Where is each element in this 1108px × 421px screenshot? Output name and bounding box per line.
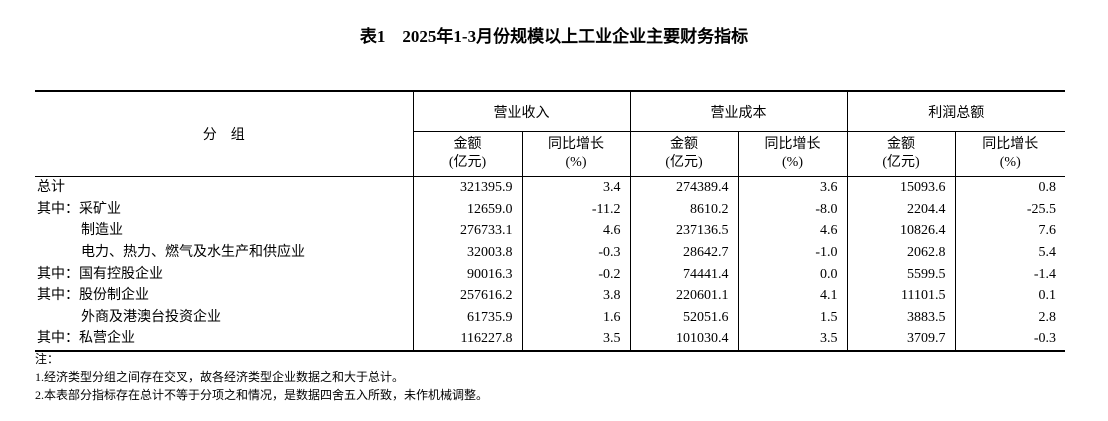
cell-value: 4.6 xyxy=(521,220,630,242)
cell-value: 8610.2 xyxy=(629,198,738,221)
cell-value: 52051.6 xyxy=(629,306,738,329)
column-label: 同比增长 xyxy=(764,137,821,152)
cell-value: 1.6 xyxy=(521,306,630,329)
row-label: 外商及港澳台投资企业 xyxy=(81,309,221,325)
cell-value: 74441.4 xyxy=(629,263,738,285)
column-unit: (亿元) xyxy=(665,155,703,170)
row-label: 总计 xyxy=(37,180,65,196)
table-row: 外商及港澳台投资企业 61735.9 1.6 52051.6 1.5 3883.5 2.8 xyxy=(35,306,1065,329)
row-label: 其中：股份制企业 xyxy=(37,288,149,304)
cell-value: -11.2 xyxy=(521,198,630,221)
cell-value: 3.4 xyxy=(521,176,630,199)
cell-value: 101030.4 xyxy=(629,328,738,352)
cell-value: 4.6 xyxy=(737,220,847,242)
note: 1.经济类型分组之间存在交叉，故各经济类型企业数据之和大于总计。 xyxy=(35,370,405,384)
row-label: 其中：采矿业 xyxy=(37,201,121,217)
column-group: 利润总额 xyxy=(846,90,1065,132)
cell-value: 220601.1 xyxy=(629,284,738,307)
column-header: 同比增长 (%) xyxy=(521,131,630,177)
column-header: 金额 (亿元) xyxy=(412,131,522,177)
cell-value: 274389.4 xyxy=(629,176,738,199)
cell-value: -0.3 xyxy=(521,241,630,264)
column-label: 金额 xyxy=(887,137,915,152)
cell-value: 0.1 xyxy=(954,284,1065,307)
cell-value: 7.6 xyxy=(954,220,1065,242)
table-row: 电力、热力、燃气及水生产和供应业 32003.8 -0.3 28642.7 -1.0 20… xyxy=(35,241,1065,264)
cell-value: 1.5 xyxy=(737,306,847,329)
cell-value: 10826.4 xyxy=(846,220,955,242)
cell-value: 28642.7 xyxy=(629,241,738,264)
column-header: 同比增长 (%) xyxy=(954,131,1065,177)
table-row: 其中：采矿业 12659.0 -11.2 8610.2 -8.0 2204.4 -25.5 xyxy=(35,198,1065,221)
cell-value: 3883.5 xyxy=(846,306,955,329)
table-title: 表1 2025年1-3月份规模以上工业企业主要财务指标 xyxy=(359,27,749,46)
cell-value: 276733.1 xyxy=(412,220,522,242)
cell-value: 237136.5 xyxy=(629,220,738,242)
table-row: 其中：国有控股企业 90016.3 -0.2 74441.4 0.0 5599.5 -1.4 xyxy=(35,263,1065,285)
cell-value: -1.4 xyxy=(954,263,1065,285)
cell-value: 15093.6 xyxy=(846,176,955,199)
column-unit: (%) xyxy=(999,155,1021,170)
cell-value: -8.0 xyxy=(737,198,847,221)
column-header: 金额 (亿元) xyxy=(846,131,955,177)
notes: 注： 1.经济类型分组之间存在交叉，故各经济类型企业数据之和大于总计。 2.本表… xyxy=(35,350,488,404)
cell-value: 3.5 xyxy=(737,328,847,352)
cell-value: 2.8 xyxy=(954,306,1065,329)
cell-value: 4.1 xyxy=(737,284,847,307)
column-label: 金额 xyxy=(670,137,698,152)
note-heading: 注： xyxy=(35,352,60,366)
cell-value: 321395.9 xyxy=(412,176,522,199)
cell-value: 11101.5 xyxy=(846,284,955,307)
column-unit: (亿元) xyxy=(448,155,487,170)
cell-value: 12659.0 xyxy=(412,198,522,221)
cell-value: 5599.5 xyxy=(846,263,955,285)
cell-value: 90016.3 xyxy=(412,263,522,285)
column-group: 营业收入 xyxy=(412,90,630,132)
column-header: 同比增长 (%) xyxy=(737,131,847,177)
cell-value: -1.0 xyxy=(737,241,847,264)
cell-value: 3.5 xyxy=(521,328,630,352)
cell-value: 3709.7 xyxy=(846,328,955,352)
column-unit: (%) xyxy=(565,155,587,170)
cell-value: -25.5 xyxy=(954,198,1065,221)
table-row: 总计 321395.9 3.4 274389.4 3.6 15093.6 0.8 xyxy=(35,176,1065,199)
note: 2.本表部分指标存在总计不等于分项之和情况，是数据四舍五入所致，未作机械调整。 xyxy=(35,388,489,402)
column-label: 金额 xyxy=(453,137,482,152)
column-header: 金额 (亿元) xyxy=(629,131,738,177)
cell-value: 2204.4 xyxy=(846,198,955,221)
data-table: 分 组 营业收入 营业成本 利润总额 金额 (亿元) 同比增长 (%) 金额 (亿元) 同比… xyxy=(35,90,1065,352)
column-group: 营业成本 xyxy=(629,90,847,132)
cell-value: -0.3 xyxy=(954,328,1065,352)
cell-value: 32003.8 xyxy=(412,241,522,264)
cell-value: 2062.8 xyxy=(846,241,955,264)
row-label: 制造业 xyxy=(81,223,123,239)
group-header: 分 组 xyxy=(35,90,413,177)
cell-value: 116227.8 xyxy=(412,328,522,352)
cell-value: 3.8 xyxy=(521,284,630,307)
row-label: 其中：国有控股企业 xyxy=(37,266,163,282)
cell-value: 5.4 xyxy=(954,241,1065,264)
column-unit: (%) xyxy=(782,155,803,170)
cell-value: 0.8 xyxy=(954,176,1065,199)
row-label: 其中：私营企业 xyxy=(35,328,413,352)
cell-value: 0.0 xyxy=(737,263,847,285)
table-row: 其中：股份制企业 257616.2 3.8 220601.1 4.1 11101.5 0.1 xyxy=(35,284,1065,307)
row-label: 电力、热力、燃气及水生产和供应业 xyxy=(81,245,305,261)
table-row: 制造业 276733.1 4.6 237136.5 4.6 10826.4 7.6 xyxy=(35,220,1065,242)
column-label: 同比增长 xyxy=(982,137,1039,152)
cell-value: 257616.2 xyxy=(412,284,522,307)
column-unit: (亿元) xyxy=(882,155,920,170)
cell-value: 3.6 xyxy=(737,176,847,199)
cell-value: 61735.9 xyxy=(412,306,522,329)
cell-value: -0.2 xyxy=(521,263,630,285)
column-label: 同比增长 xyxy=(548,137,604,152)
table-row: 其中：私营企业 116227.8 3.5 101030.4 3.5 3709.7 -0.3 xyxy=(35,328,1065,352)
